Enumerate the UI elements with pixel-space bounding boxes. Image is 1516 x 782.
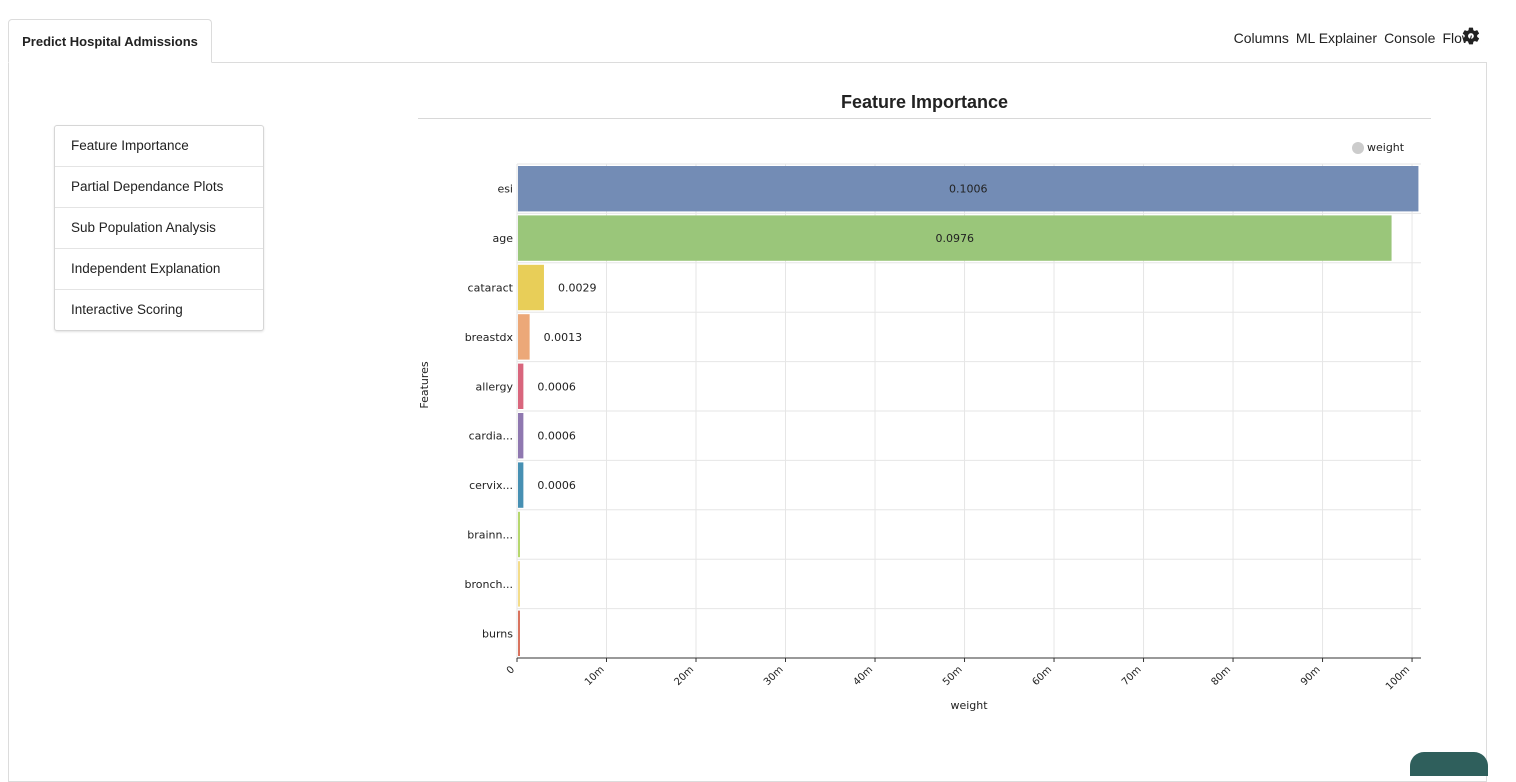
bar-0[interactable]: [518, 166, 1419, 212]
explainer-menu: Feature Importance Partial Dependance Pl…: [54, 125, 264, 331]
x-tick-label: 90m: [1299, 664, 1323, 688]
x-tick-label: 40m: [851, 664, 875, 688]
y-tick-label: esi: [497, 183, 513, 196]
menu-item-feature-importance[interactable]: Feature Importance: [55, 126, 263, 167]
y-tick-label: bronch...: [465, 578, 513, 591]
menu-item-sub-population-analysis[interactable]: Sub Population Analysis: [55, 208, 263, 249]
nav-console[interactable]: Console: [1384, 30, 1436, 46]
menu-item-interactive-scoring[interactable]: Interactive Scoring: [71, 302, 183, 317]
y-tick-label: allergy: [476, 380, 514, 393]
y-tick-label: age: [493, 232, 514, 245]
bar-value-label: 0.0006: [537, 430, 576, 443]
bar-9[interactable]: [518, 610, 520, 656]
tab-predict-hospital-admissions[interactable]: Predict Hospital Admissions: [8, 19, 212, 63]
y-tick-label: cervix...: [469, 479, 513, 492]
bar-2[interactable]: [518, 264, 544, 311]
bar-value-label: 0.1006: [949, 183, 988, 196]
y-tick-label: breastdx: [465, 331, 514, 344]
nav-columns[interactable]: Columns: [1233, 30, 1289, 46]
x-tick-label: 100m: [1384, 664, 1412, 692]
nav-ml-explainer[interactable]: ML Explainer: [1295, 30, 1378, 46]
bar-value-label: 0.0006: [537, 380, 576, 393]
bar-value-label: 0.0006: [537, 479, 576, 492]
x-tick-label: 10m: [583, 664, 607, 688]
y-tick-label: cataract: [468, 282, 514, 295]
y-tick-label: burns: [482, 627, 513, 640]
y-axis-label: Features: [418, 361, 431, 409]
x-tick-label: 50m: [941, 664, 965, 688]
menu-item-independent-explanation[interactable]: Independent Explanation: [55, 249, 263, 290]
bar-5[interactable]: [518, 413, 524, 459]
bar-3[interactable]: [518, 314, 530, 360]
feature-importance-chart: 0.1006 0.0976 0.0029 0.0013 0.0006 0.0006 0.00…: [418, 141, 1421, 712]
legend-swatch[interactable]: [1352, 142, 1364, 154]
bar-8[interactable]: [518, 561, 520, 607]
x-tick-label: 20m: [672, 664, 696, 688]
chart-title-divider: [418, 118, 1431, 119]
legend-label[interactable]: weight: [1367, 141, 1405, 154]
bar-4[interactable]: [518, 363, 524, 409]
bar-value-label: 0.0976: [936, 232, 975, 245]
bar-value-label: 0.0029: [558, 282, 597, 295]
x-tick-label: 60m: [1030, 664, 1054, 688]
y-tick-label: cardia...: [469, 430, 513, 443]
bar-7[interactable]: [518, 511, 520, 558]
bar-1[interactable]: [518, 215, 1392, 261]
help-button[interactable]: [1410, 752, 1488, 776]
x-tick-label: 30m: [762, 664, 786, 688]
menu-item-partial-dependance-plots[interactable]: Partial Dependance Plots: [55, 167, 263, 208]
gear-icon[interactable]: [1461, 26, 1481, 46]
chart-title: Feature Importance: [840, 92, 1009, 112]
x-tick-label: 70m: [1120, 664, 1144, 688]
bar-6[interactable]: [518, 462, 524, 508]
x-tick-label: 0: [505, 664, 517, 676]
x-tick-label: 80m: [1209, 664, 1233, 688]
x-axis-label: weight: [950, 699, 988, 712]
bar-value-label: 0.0013: [544, 331, 583, 344]
y-tick-label: brainn...: [467, 529, 513, 542]
